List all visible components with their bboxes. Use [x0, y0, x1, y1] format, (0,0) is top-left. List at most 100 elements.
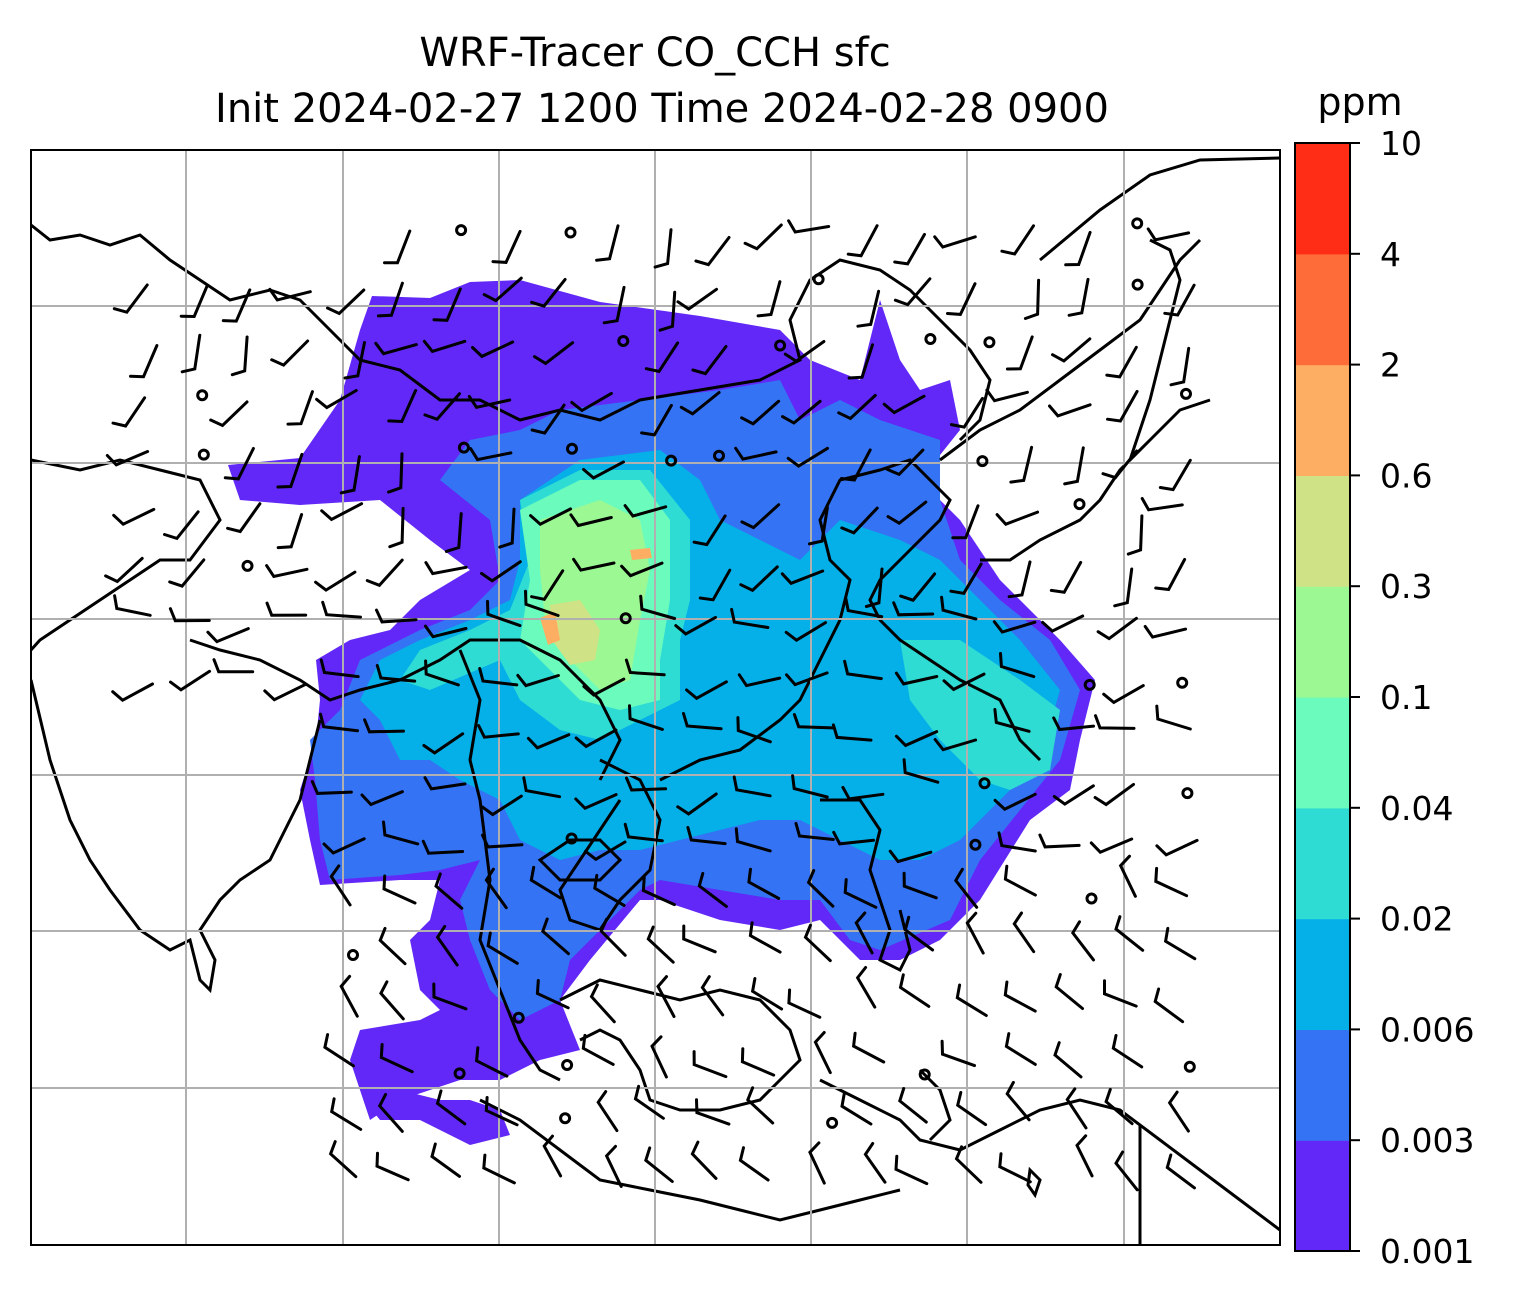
wind-barb: [676, 287, 718, 311]
wind-barb: [529, 865, 562, 900]
wind-barb: [955, 1091, 988, 1127]
wind-barb: [424, 624, 468, 639]
wind-barb: [328, 1140, 358, 1179]
wind-barb: [1103, 979, 1138, 1008]
wind-barb: [113, 594, 152, 617]
wind-barb: [1038, 833, 1081, 849]
wind-barb: [424, 659, 460, 687]
wind-barb: [379, 1043, 414, 1074]
wind-barb: [424, 561, 468, 576]
wind-barb: [903, 915, 935, 952]
wind-barb: [482, 276, 523, 303]
wind-barb: [339, 455, 361, 495]
wind-barb: [498, 507, 516, 549]
calm-wind-circle: [1183, 1060, 1196, 1073]
wind-barb: [221, 288, 252, 323]
wind-barb: [730, 607, 770, 629]
wind-barb: [676, 792, 718, 816]
wind-barb: [529, 507, 573, 526]
wind-barb: [1154, 558, 1187, 592]
wind-barb: [743, 223, 783, 251]
wind-barb: [596, 1090, 619, 1133]
wind-barb: [644, 1146, 674, 1183]
wind-barb: [1051, 337, 1092, 363]
colorbar-tick-label: 0.006: [1380, 1010, 1474, 1049]
wind-barb: [263, 683, 307, 702]
wind-barb: [807, 506, 829, 546]
wind-barb: [658, 290, 677, 332]
wind-barb: [1167, 1090, 1190, 1133]
wind-barb: [856, 289, 881, 328]
wind-barb: [365, 558, 404, 588]
wind-barb: [955, 983, 988, 1017]
wind-barb: [674, 615, 717, 636]
wind-barb: [902, 758, 940, 784]
wind-barb: [781, 399, 822, 425]
wind-barb: [524, 589, 560, 617]
colorbar-tick-label: 4: [1380, 235, 1401, 274]
wind-barb: [478, 667, 519, 687]
wind-barb: [375, 608, 418, 624]
wind-barb: [1005, 335, 1034, 371]
wind-barb: [533, 341, 575, 366]
wind-barb: [569, 513, 613, 528]
calm-wind-circle: [665, 454, 678, 467]
calm-wind-circle: [969, 838, 982, 851]
wind-barb: [383, 229, 412, 265]
wind-barb: [686, 826, 727, 846]
wind-barb: [530, 277, 567, 308]
wind-barb: [486, 599, 522, 628]
wind-barb: [422, 732, 465, 755]
colorbar-tick-label: 0.003: [1380, 1121, 1474, 1160]
wind-barb: [1153, 987, 1185, 1024]
wind-barb: [831, 723, 873, 742]
wind-barb: [1096, 616, 1138, 641]
wind-barb: [486, 931, 519, 965]
wind-barb: [388, 506, 405, 549]
wind-barb: [803, 923, 832, 963]
wind-barb: [898, 1087, 928, 1124]
wind-barb: [892, 601, 935, 617]
wind-barb: [748, 921, 782, 954]
wind-barb: [602, 285, 626, 325]
wind-barb: [323, 1033, 355, 1068]
wind-barb: [1049, 560, 1083, 594]
wind-barb: [1075, 1134, 1094, 1178]
wind-barb: [1163, 283, 1196, 317]
wind-barb: [1007, 560, 1032, 599]
colorbar-tick-label: 2: [1380, 346, 1401, 385]
wind-barb: [794, 822, 835, 841]
calm-wind-circle: [774, 339, 787, 352]
wind-barb: [387, 389, 418, 424]
wind-barb: [738, 1146, 770, 1182]
wind-barb: [1023, 278, 1041, 320]
wind-barb: [894, 730, 939, 748]
wind-barb: [1004, 1032, 1037, 1066]
wind-barb: [572, 557, 616, 572]
map-frame: [30, 149, 1281, 1246]
wind-barb: [421, 839, 465, 855]
wind-barb: [734, 446, 778, 461]
wind-barb: [740, 503, 781, 530]
wind-barb: [1101, 449, 1139, 480]
wind-barb: [780, 569, 825, 586]
wind-barb: [330, 1097, 363, 1131]
wind-barb: [432, 982, 468, 1011]
wind-barb: [112, 283, 149, 314]
wind-barb: [379, 980, 405, 1021]
wind-barb: [623, 822, 664, 843]
wind-barb: [691, 345, 728, 376]
wind-barb: [475, 1046, 509, 1078]
wind-barb: [339, 974, 359, 1018]
wind-barb: [1067, 277, 1090, 317]
wind-barb: [653, 228, 673, 269]
wind-barb: [1012, 911, 1036, 954]
wind-barb: [882, 394, 926, 415]
wind-barb: [1146, 227, 1191, 242]
wind-barb: [286, 390, 314, 426]
wind-barb: [1003, 980, 1037, 1013]
wind-barb: [640, 403, 673, 437]
wind-barb: [620, 561, 664, 578]
wind-barb: [965, 911, 985, 955]
calm-wind-circle: [619, 612, 632, 625]
